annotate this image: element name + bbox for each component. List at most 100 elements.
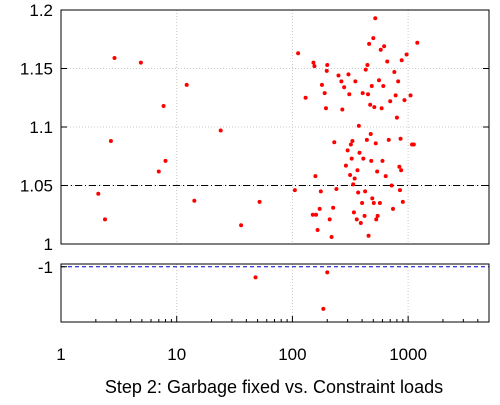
data-point	[112, 55, 117, 60]
data-point	[370, 196, 375, 201]
data-point	[402, 98, 407, 103]
data-point	[368, 132, 373, 137]
data-point	[415, 40, 420, 45]
data-point	[369, 84, 374, 89]
data-point	[394, 115, 399, 120]
data-point	[365, 62, 370, 67]
data-point	[389, 183, 394, 188]
data-point	[311, 60, 316, 65]
data-point	[325, 62, 330, 67]
data-point	[218, 128, 223, 133]
data-point	[371, 36, 376, 41]
data-point	[374, 217, 379, 222]
data-point	[184, 82, 189, 87]
data-point	[102, 217, 107, 222]
data-point	[361, 156, 366, 161]
data-point	[372, 105, 377, 110]
data-point	[404, 52, 409, 57]
data-point	[400, 199, 405, 204]
data-point	[192, 198, 197, 203]
data-point	[368, 102, 373, 107]
data-point	[312, 64, 317, 69]
data-point	[323, 106, 328, 111]
x-tick-label: 10	[167, 345, 186, 364]
data-point	[365, 92, 370, 97]
data-point	[396, 79, 401, 84]
data-point	[332, 140, 337, 145]
data-point	[363, 189, 368, 194]
data-point	[348, 142, 353, 147]
data-points	[96, 16, 420, 311]
data-point	[388, 99, 393, 104]
data-point	[348, 172, 353, 177]
data-point	[351, 182, 356, 187]
data-point	[349, 156, 354, 161]
data-point	[345, 148, 350, 153]
data-point	[377, 201, 382, 206]
data-point	[373, 141, 378, 146]
data-point	[342, 85, 347, 90]
data-point	[336, 73, 341, 78]
data-point	[363, 67, 368, 72]
data-point	[329, 234, 334, 239]
data-point	[373, 16, 378, 21]
data-point	[317, 206, 322, 211]
data-point	[161, 103, 166, 108]
data-point	[411, 142, 416, 147]
data-point	[292, 188, 297, 193]
data-point	[315, 227, 320, 232]
data-point	[156, 169, 161, 174]
data-point	[399, 58, 404, 63]
x-tick-label: 100	[278, 345, 306, 364]
data-point	[356, 190, 361, 195]
data-point	[350, 139, 355, 144]
data-point-lower	[253, 275, 258, 280]
data-point	[367, 41, 372, 46]
data-point	[353, 79, 358, 84]
data-point	[343, 163, 348, 168]
data-point	[386, 137, 391, 142]
data-point	[364, 137, 369, 142]
data-point	[327, 217, 332, 222]
data-point	[369, 158, 374, 163]
data-point	[310, 212, 315, 217]
data-point	[96, 191, 101, 196]
x-tick-label: 1	[56, 345, 65, 364]
data-point	[379, 106, 384, 111]
data-point	[397, 188, 402, 193]
tick-labels: 1 1.05 1.1 1.15 1.2 -1 1 10 100 1000	[20, 1, 427, 364]
data-point	[346, 72, 351, 77]
data-point	[257, 199, 262, 204]
data-point	[138, 60, 143, 65]
data-point	[296, 51, 301, 56]
data-point	[313, 174, 318, 179]
data-point	[382, 44, 387, 49]
x-tick-label: 1000	[389, 345, 427, 364]
y-tick-label: 1.2	[29, 1, 53, 20]
data-point	[356, 123, 361, 128]
data-point	[108, 139, 113, 144]
data-point	[397, 164, 402, 169]
data-point	[334, 187, 339, 192]
data-point	[375, 213, 380, 218]
data-point	[303, 95, 308, 100]
y-tick-label: 1	[44, 235, 53, 254]
data-point	[354, 217, 359, 222]
data-point	[357, 150, 362, 155]
data-point	[324, 68, 329, 73]
data-point	[366, 233, 371, 238]
data-point	[163, 158, 168, 163]
data-point	[340, 107, 345, 112]
data-point	[380, 158, 385, 163]
data-point	[399, 168, 404, 173]
data-point	[347, 92, 352, 97]
data-point	[381, 84, 386, 89]
data-point	[408, 93, 413, 98]
data-point	[331, 205, 336, 210]
data-point	[378, 47, 383, 52]
data-point	[385, 59, 390, 64]
data-point	[376, 78, 381, 83]
data-point	[355, 168, 360, 173]
